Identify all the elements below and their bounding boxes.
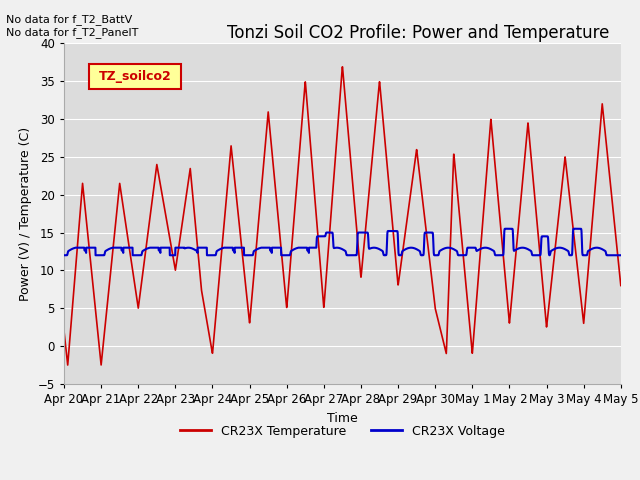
FancyBboxPatch shape [89, 64, 181, 89]
Text: TZ_soilco2: TZ_soilco2 [99, 70, 172, 83]
Legend: CR23X Temperature, CR23X Voltage: CR23X Temperature, CR23X Voltage [175, 420, 510, 443]
X-axis label: Time: Time [327, 411, 358, 425]
Text: Tonzi Soil CO2 Profile: Power and Temperature: Tonzi Soil CO2 Profile: Power and Temper… [227, 24, 610, 42]
Text: No data for f_T2_BattV
No data for f_T2_PanelT: No data for f_T2_BattV No data for f_T2_… [6, 14, 139, 38]
Y-axis label: Power (V) / Temperature (C): Power (V) / Temperature (C) [19, 127, 32, 300]
